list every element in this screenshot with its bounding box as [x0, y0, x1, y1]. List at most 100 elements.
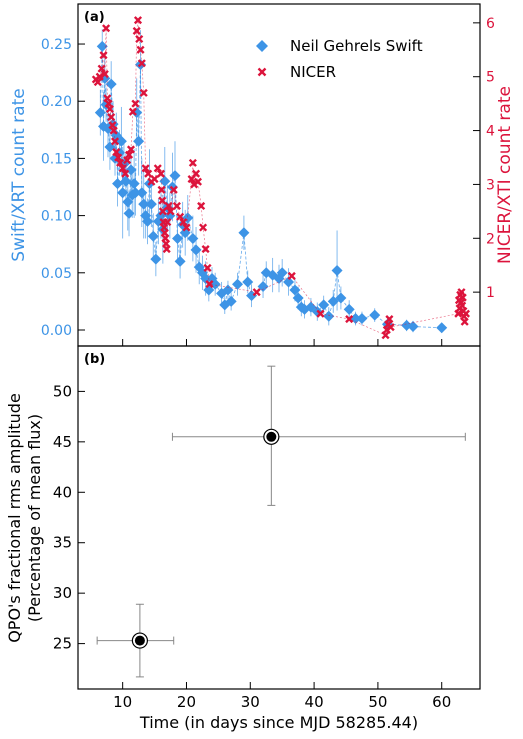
nicer-point — [193, 177, 203, 186]
swift-point — [242, 276, 254, 288]
nicer-point — [124, 150, 134, 159]
nicer-point — [191, 169, 201, 178]
nicer-tick-label: 1 — [486, 285, 495, 301]
swift-point — [136, 187, 148, 199]
nicer-series — [91, 16, 471, 340]
swift-point — [187, 232, 199, 244]
nicer-point — [100, 69, 109, 79]
swift-series — [94, 29, 448, 334]
swift-point — [238, 227, 250, 239]
swift-point — [172, 232, 184, 244]
panel-b-frame — [77, 345, 481, 690]
nicer-point — [116, 158, 125, 167]
swift-point — [117, 187, 129, 199]
qpo-dot — [134, 635, 145, 646]
qpo-dot — [266, 431, 277, 442]
swift-point — [225, 295, 237, 307]
panel-b: 25 30 35 40 45 50 10 20 30 40 50 60 (b) QPO's frac… — [5, 345, 481, 732]
nicer-point — [454, 309, 463, 318]
swift-point — [343, 303, 355, 315]
nicer-point — [114, 153, 123, 162]
nicer-tick-label: 3 — [486, 177, 495, 193]
nicer-point — [103, 94, 112, 103]
nicer-point — [197, 201, 206, 211]
nicer-point — [150, 174, 159, 184]
panel-a-x-ticks — [122, 339, 443, 346]
legend-swift-marker — [256, 40, 268, 52]
nicer-point — [199, 223, 208, 232]
swift-point — [174, 255, 186, 267]
nicer-point — [252, 288, 261, 297]
x-tick-label: 60 — [432, 693, 451, 711]
nicer-point — [105, 104, 114, 114]
swift-point — [283, 276, 295, 288]
x-tick-label: 40 — [305, 693, 324, 711]
nicer-point — [460, 317, 469, 326]
nicer-point — [385, 315, 394, 324]
legend-diamond — [256, 40, 268, 52]
swift-point — [276, 267, 288, 279]
nicer-connector-line — [95, 20, 467, 336]
swift-point — [122, 196, 134, 208]
qpo-tick-label: 30 — [53, 584, 72, 602]
qpo-point — [171, 365, 466, 506]
nicer-point — [188, 158, 197, 167]
swift-point — [335, 292, 347, 304]
nicer-point — [166, 207, 175, 216]
qpo-tick-label: 35 — [53, 534, 72, 552]
nicer-point — [135, 34, 144, 44]
swift-tick-label: 0.05 — [41, 266, 72, 282]
nicer-point — [110, 137, 120, 146]
nicer-point — [108, 121, 117, 130]
swift-tick-label: 0.00 — [41, 323, 72, 339]
nicer-point — [153, 164, 162, 173]
nicer-point — [139, 88, 148, 97]
nicer-point — [137, 59, 146, 68]
nicer-point — [205, 280, 214, 289]
nicer-point — [157, 185, 166, 194]
nicer-point — [132, 26, 141, 35]
nicer-point — [107, 113, 116, 122]
qpo-tick-label: 50 — [53, 382, 72, 400]
swift-point — [147, 230, 159, 242]
swift-point — [232, 278, 244, 290]
nicer-point — [457, 288, 466, 297]
nicer-point — [126, 145, 136, 154]
swift-point — [133, 135, 145, 147]
nicer-point — [158, 196, 167, 205]
swift-point — [150, 253, 162, 265]
nicer-point — [156, 169, 166, 178]
swift-point — [120, 175, 132, 187]
panel-b-label: (b) — [84, 352, 105, 367]
swift-point — [369, 309, 381, 321]
x-axis-label: Time (in days since MJD 58285.44) — [139, 713, 418, 732]
panel-a-label: (a) — [84, 10, 105, 25]
swift-point — [96, 40, 108, 52]
nicer-point — [128, 107, 137, 116]
nicer-point — [345, 315, 354, 324]
swift-point — [128, 178, 140, 190]
swift-point — [142, 215, 154, 227]
nicer-axis-label: NICER/XTI count rate — [495, 86, 515, 264]
x-tick-label: 30 — [241, 693, 260, 711]
qpo-tick-label: 45 — [53, 433, 72, 451]
nicer-point — [104, 99, 113, 108]
nicer-tick-label: 6 — [486, 16, 495, 32]
nicer-point — [176, 212, 185, 221]
qpo-tick-label: 40 — [53, 483, 72, 501]
nicer-point — [182, 223, 191, 232]
nicer-point — [163, 218, 172, 227]
x-tick-label: 20 — [177, 693, 196, 711]
swift-tick-label: 0.10 — [41, 209, 72, 225]
nicer-point — [133, 16, 143, 25]
swift-point — [323, 310, 335, 322]
panel-b-x-ticks: 10 20 30 40 50 60 — [113, 682, 451, 711]
nicer-point — [461, 309, 471, 318]
nicer-point — [144, 169, 153, 178]
nicer-point — [109, 126, 118, 135]
swift-point — [138, 198, 150, 210]
swift-point — [105, 78, 117, 90]
qpo-axis-label-line1: QPO's fractional rms amplitude — [5, 393, 24, 643]
swift-point — [436, 322, 448, 334]
